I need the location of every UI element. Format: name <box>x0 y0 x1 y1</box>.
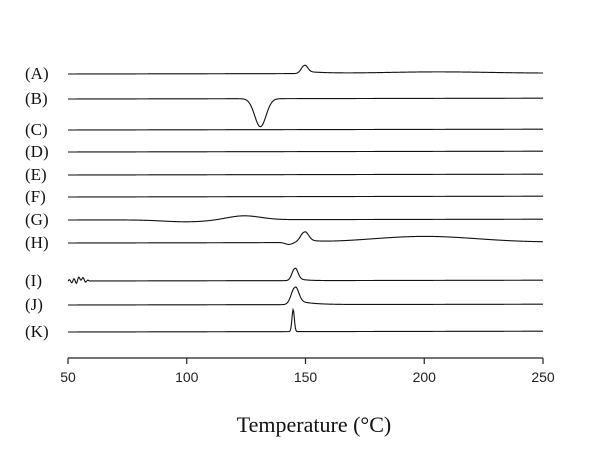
curves-group <box>67 64 544 333</box>
curve-d <box>68 150 543 153</box>
curve-label-j: (J) <box>25 295 43 314</box>
x-axis-title: Temperature (°C) <box>237 412 391 437</box>
curve-label-a: (A) <box>25 64 49 83</box>
curve-label-c: (C) <box>25 120 48 139</box>
curve-label-g: (G) <box>25 210 49 229</box>
x-tick-label-200: 200 <box>413 369 437 385</box>
curve-a <box>68 64 543 75</box>
curve-k <box>68 307 543 333</box>
curve-label-d: (D) <box>25 142 49 161</box>
curve-labels-group: (A) (B) (C) (D) (E) (F) (G) (H) (I) (J) (K) <box>25 64 49 341</box>
curve-g <box>68 215 543 223</box>
curve-c <box>68 128 543 131</box>
curve-b <box>68 97 543 128</box>
x-tick-label-100: 100 <box>175 369 199 385</box>
curve-label-e: (E) <box>25 165 47 184</box>
x-ticks-group: 50 100 150 200 250 <box>60 358 555 385</box>
x-tick-label-150: 150 <box>294 369 318 385</box>
x-tick-label-50: 50 <box>60 369 76 385</box>
curve-f <box>68 195 543 198</box>
curve-h <box>68 231 544 245</box>
curve-label-b: (B) <box>25 89 48 108</box>
curve-j <box>68 286 543 306</box>
curve-e <box>68 173 543 176</box>
curve-label-f: (F) <box>25 187 46 206</box>
curve-label-k: (K) <box>25 322 49 341</box>
curve-label-i: (I) <box>25 271 42 290</box>
curve-i <box>67 267 543 285</box>
x-tick-label-250: 250 <box>531 369 555 385</box>
curve-label-h: (H) <box>25 233 49 252</box>
